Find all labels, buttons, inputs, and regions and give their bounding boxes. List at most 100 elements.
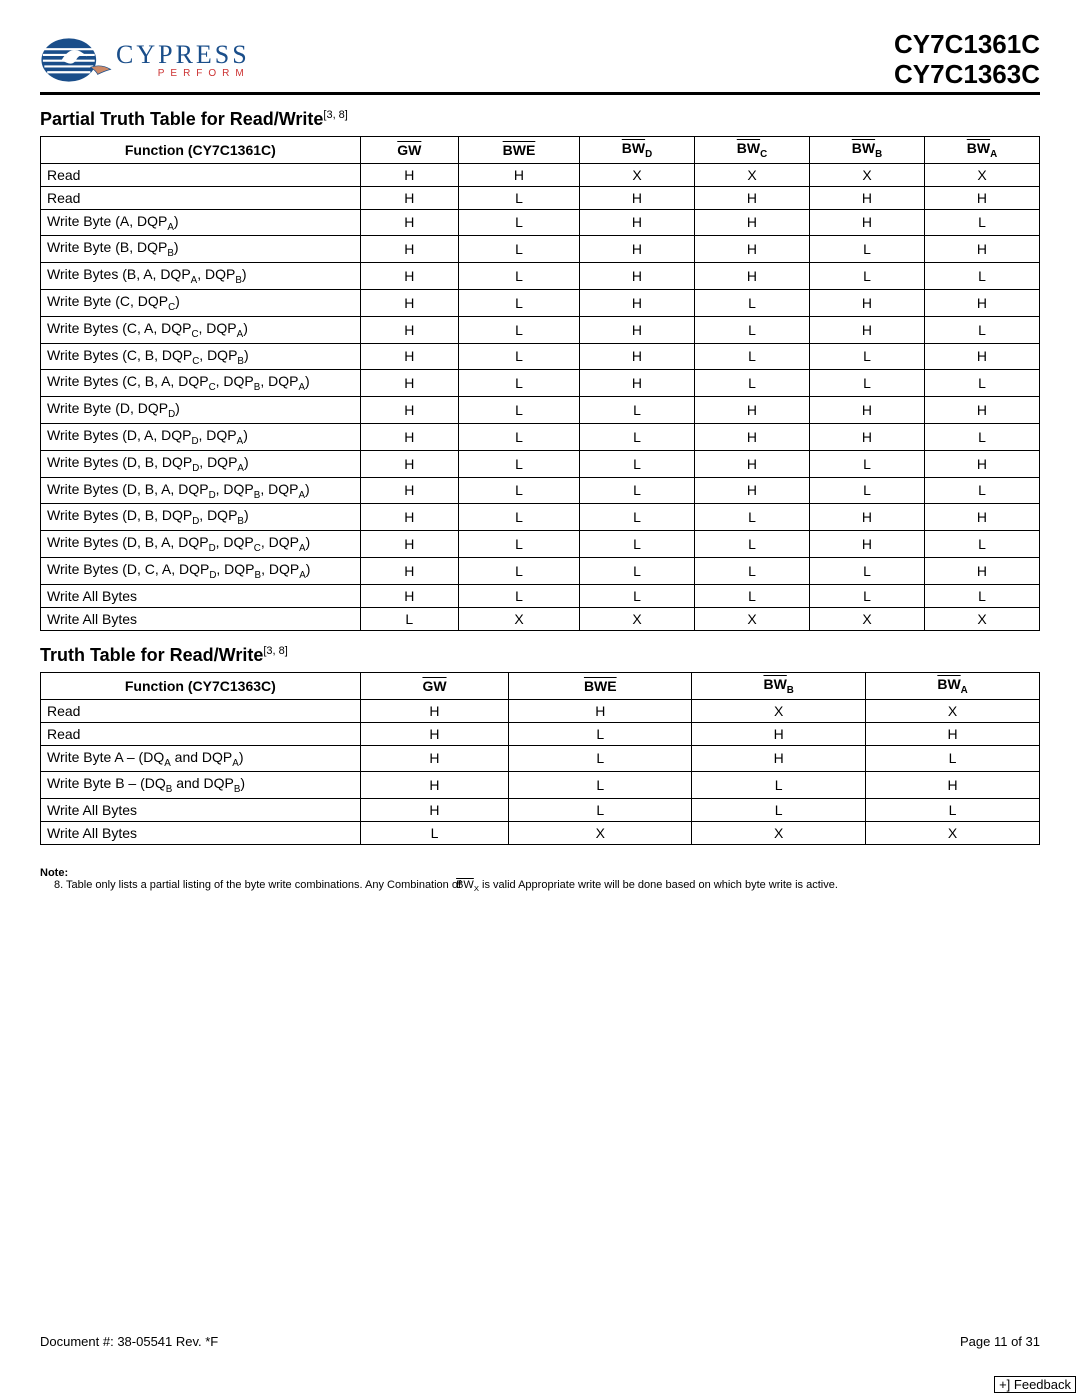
value-cell: H [694,477,809,504]
table-row: Write Bytes (D, B, DQPD, DQPB)HLLLHH [41,504,1040,531]
value-cell: H [809,316,924,343]
value-cell: L [694,370,809,397]
page-footer: Document #: 38-05541 Rev. *F Page 11 of … [40,1334,1040,1349]
value-cell: H [809,397,924,424]
value-cell: L [458,504,579,531]
value-cell: H [360,745,509,772]
value-cell: L [809,263,924,290]
value-cell: L [458,477,579,504]
function-cell: Write Bytes (D, B, DQPD, DQPA) [41,450,361,477]
col-header: BWC [694,136,809,163]
col-header: BWB [692,672,866,699]
function-cell: Read [41,186,361,209]
value-cell: L [809,236,924,263]
value-cell: L [509,799,692,822]
table-row: Write Byte (D, DQPD)HLLHHH [41,397,1040,424]
value-cell: L [809,557,924,584]
value-cell: L [866,745,1040,772]
value-cell: L [579,584,694,607]
value-cell: L [694,343,809,370]
function-cell: Write Byte (B, DQPB) [41,236,361,263]
value-cell: H [360,423,458,450]
table-row: Write Bytes (C, B, A, DQPC, DQPB, DQPA)H… [41,370,1040,397]
partnum-2: CY7C1363C [894,60,1040,90]
value-cell: H [866,772,1040,799]
value-cell: H [924,397,1039,424]
value-cell: X [694,607,809,630]
value-cell: L [579,450,694,477]
value-cell: L [458,263,579,290]
value-cell: H [509,699,692,722]
value-cell: L [924,370,1039,397]
note-block: Note: 8. Table only lists a partial list… [40,867,1040,893]
value-cell: X [692,699,866,722]
value-cell: L [694,289,809,316]
value-cell: L [694,584,809,607]
value-cell: H [360,163,458,186]
value-cell: H [809,186,924,209]
feedback-button[interactable]: +] Feedback [994,1376,1076,1393]
value-cell: L [509,722,692,745]
value-cell: X [579,163,694,186]
value-cell: H [924,343,1039,370]
section2-title-text: Truth Table for Read/Write [40,645,263,665]
value-cell: H [360,799,509,822]
value-cell: H [360,504,458,531]
logo: CYPRESS PERFORM [40,33,250,87]
value-cell: H [360,236,458,263]
value-cell: H [924,450,1039,477]
value-cell: L [579,531,694,558]
value-cell: H [579,370,694,397]
value-cell: X [924,607,1039,630]
value-cell: X [809,607,924,630]
table-row: Write All BytesHLLL [41,799,1040,822]
value-cell: L [579,477,694,504]
col-header: BWA [866,672,1040,699]
col-header: BWE [458,136,579,163]
value-cell: L [579,423,694,450]
table-row: Write Byte (B, DQPB)HLHHLH [41,236,1040,263]
table-row: Write Bytes (D, C, A, DQPD, DQPB, DQPA)H… [41,557,1040,584]
value-cell: H [809,289,924,316]
value-cell: H [360,263,458,290]
value-cell: L [694,316,809,343]
value-cell: L [458,531,579,558]
table-row: Write Bytes (B, A, DQPA, DQPB)HLHHLL [41,263,1040,290]
value-cell: L [809,450,924,477]
table-row: Write Byte B – (DQB and DQPB)HLLH [41,772,1040,799]
logo-subtext: PERFORM [116,68,250,79]
note-text-pre: Table only lists a partial listing of th… [66,879,464,891]
value-cell: H [360,772,509,799]
value-cell: L [579,557,694,584]
function-cell: Write Byte (A, DQPA) [41,209,361,236]
value-cell: H [694,209,809,236]
value-cell: H [360,477,458,504]
table-row: ReadHHXXXX [41,163,1040,186]
value-cell: H [360,584,458,607]
value-cell: H [360,397,458,424]
note-text-post: is valid Appropriate write will be done … [479,879,838,891]
function-cell: Write Byte A – (DQA and DQPA) [41,745,361,772]
function-header: Function (CY7C1361C) [41,136,361,163]
value-cell: L [694,531,809,558]
value-cell: H [579,186,694,209]
value-cell: L [360,822,509,845]
value-cell: L [458,397,579,424]
table-row: Write Byte A – (DQA and DQPA)HLHL [41,745,1040,772]
value-cell: L [866,799,1040,822]
function-cell: Read [41,163,361,186]
cypress-logo-icon [40,33,112,87]
value-cell: H [579,289,694,316]
page-header: CYPRESS PERFORM CY7C1361C CY7C1363C [40,30,1040,95]
table-row: Write Bytes (D, B, DQPD, DQPA)HLLHLH [41,450,1040,477]
truth-table-2: Function (CY7C1363C)GWBWEBWBBWAReadHHXXR… [40,672,1040,845]
section1-title-text: Partial Truth Table for Read/Write [40,109,323,129]
table-row: Write Bytes (C, A, DQPC, DQPA)HLHLHL [41,316,1040,343]
note-body: 8. Table only lists a partial listing of… [54,879,1040,893]
value-cell: L [509,772,692,799]
value-cell: L [458,209,579,236]
value-cell: X [579,607,694,630]
value-cell: H [694,236,809,263]
value-cell: H [692,745,866,772]
partnum-1: CY7C1361C [894,30,1040,60]
